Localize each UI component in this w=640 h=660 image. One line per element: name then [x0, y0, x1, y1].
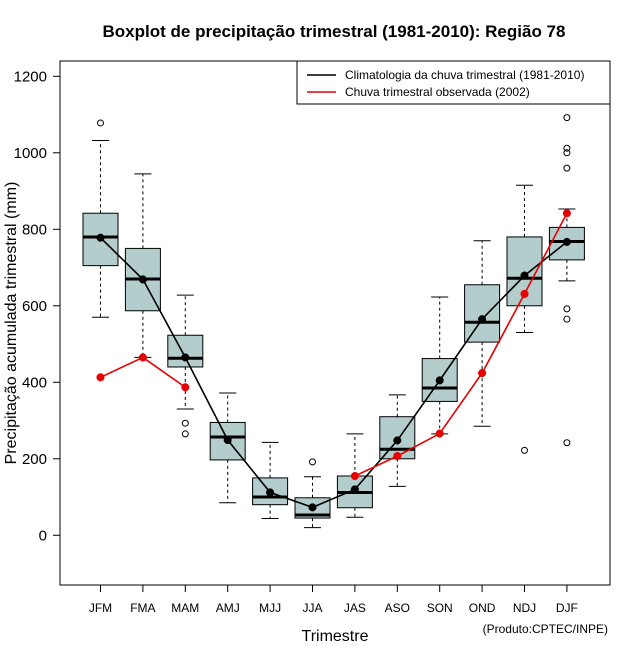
x-tick-label: SON	[427, 601, 453, 615]
box-iqr	[464, 284, 501, 343]
x-tick-label: NDJ	[513, 601, 536, 615]
y-axis: 0 200 400 600 800 1000 1200	[14, 68, 61, 544]
y-tick-label: 200	[22, 451, 47, 468]
outlier-point	[309, 458, 316, 466]
climatology-point	[96, 233, 105, 242]
climatology-point	[478, 315, 487, 324]
boxplot-jfm	[82, 119, 119, 318]
boxplot-son	[421, 296, 458, 435]
climatology-point	[520, 271, 529, 280]
x-tick-label: JJA	[302, 601, 322, 615]
y-tick-label: 400	[22, 374, 47, 391]
x-tick-label: DJF	[556, 601, 578, 615]
observed-point	[138, 353, 147, 362]
outlier-point	[97, 119, 104, 127]
climatology-series	[96, 233, 571, 512]
climatology-point	[138, 275, 147, 284]
y-axis-label: Precipitação acumulada trimestral (mm)	[3, 182, 20, 465]
boxplot-mjj	[252, 441, 289, 519]
y-tick-label: 0	[39, 527, 47, 544]
y-tick-label: 1000	[14, 145, 47, 162]
x-tick-label: OND	[469, 601, 496, 615]
y-tick-label: 1200	[14, 68, 47, 85]
x-tick-label: JFM	[89, 601, 112, 615]
x-axis-label: Trimestre	[302, 628, 369, 645]
x-tick-label: AMJ	[216, 601, 240, 615]
outlier-point	[563, 305, 571, 313]
y-tick-label: 800	[22, 221, 47, 238]
observed-point	[350, 471, 359, 481]
observed-point	[435, 429, 444, 438]
climatology-point	[562, 237, 571, 246]
x-tick-label: MAM	[171, 601, 199, 615]
observed-point	[562, 209, 571, 218]
legend: Climatologia da chuva trimestral (1981-2…	[296, 60, 611, 105]
legend-observed-label: Chuva trimestral observada (2002)	[345, 85, 530, 99]
outlier-point	[563, 315, 571, 323]
climatology-point	[350, 485, 359, 494]
x-tick-label: FMA	[130, 601, 155, 615]
climatology-point	[223, 435, 232, 445]
outlier-point	[181, 430, 189, 438]
observed-point	[478, 369, 487, 378]
climatology-point	[266, 488, 275, 497]
legend-climatology-label: Climatologia da chuva trimestral (1981-2…	[345, 68, 584, 82]
climatology-point	[435, 376, 444, 385]
observed-point	[520, 289, 529, 298]
outlier-point	[563, 114, 571, 122]
outlier-point	[563, 144, 571, 152]
climatology-point	[181, 353, 190, 362]
observed-line	[354, 212, 568, 477]
climatology-point	[308, 503, 317, 512]
boxplot-fma	[124, 173, 161, 358]
y-tick-label: 600	[22, 298, 47, 315]
x-tick-label: MJJ	[259, 601, 281, 615]
observed-point	[96, 373, 105, 382]
climatology-point	[393, 436, 402, 445]
outlier-point	[563, 149, 571, 157]
observed-point	[393, 452, 402, 461]
boxplot-amj	[209, 392, 246, 504]
x-tick-label: JAS	[344, 601, 366, 615]
outlier-point	[563, 439, 571, 447]
outlier-point	[563, 164, 571, 172]
x-axis: JFM FMA MAM AMJ MJJ JJA JAS ASO SON OND NDJ DJF	[89, 584, 578, 615]
outlier-point	[521, 446, 528, 454]
credit-text: (Produto:CPTEC/INPE)	[483, 622, 608, 636]
boxplot-ond	[464, 240, 501, 427]
boxplot-mam	[167, 294, 204, 438]
box-iqr	[167, 334, 204, 368]
observed-point	[181, 383, 190, 392]
observed-series	[96, 209, 571, 481]
series-lines	[96, 209, 571, 512]
boxplot-djf	[548, 114, 585, 447]
box-iqr	[82, 212, 119, 267]
chart-title: Boxplot de precipitação trimestral (1981…	[103, 22, 566, 41]
boxplot-ndj	[506, 184, 543, 454]
climatology-line	[99, 237, 568, 509]
boxplot-jja	[294, 458, 331, 529]
x-tick-label: ASO	[385, 601, 410, 615]
outlier-point	[181, 419, 189, 427]
legend-box	[296, 60, 611, 105]
